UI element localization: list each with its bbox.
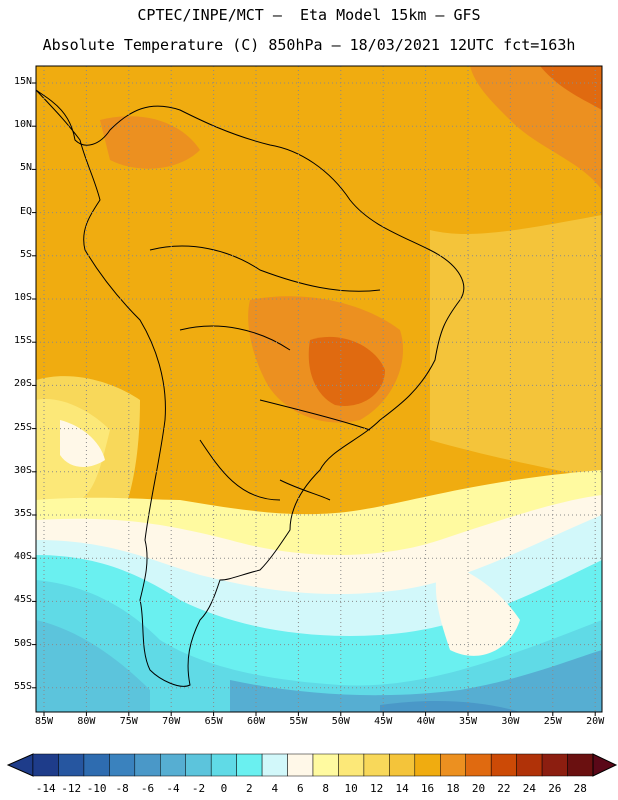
lat-label: EQ — [19, 205, 32, 217]
colorbar-label: -14 — [35, 782, 56, 795]
colorbar-swatch — [160, 753, 186, 777]
lon-label: 55W — [289, 716, 308, 727]
colorbar-label: 26 — [548, 782, 562, 795]
colorbar-label: 24 — [522, 782, 536, 795]
colorbar — [6, 753, 618, 777]
lon-label: 25W — [543, 716, 562, 727]
lat-label: 5S — [19, 248, 32, 260]
colorbar-label: -2 — [191, 782, 206, 795]
colorbar-right-arrow — [592, 753, 618, 777]
lon-label: 70W — [162, 716, 181, 727]
colorbar-label: -6 — [140, 782, 155, 795]
temperature-field — [36, 66, 602, 712]
colorbar-swatch — [414, 753, 441, 777]
colorbar-label: -12 — [61, 782, 82, 795]
lon-label: 80W — [77, 716, 96, 727]
colorbar-swatch — [287, 753, 314, 777]
colorbar-swatch — [261, 753, 288, 777]
lat-label: 45S — [13, 594, 32, 606]
lon-label: 65W — [204, 716, 223, 727]
colorbar-swatch — [312, 753, 339, 777]
colorbar-swatch — [541, 753, 568, 777]
colorbar-swatch — [185, 753, 212, 777]
colorbar-label: 4 — [271, 782, 279, 795]
lon-label: 85W — [34, 716, 54, 727]
lat-label: 35S — [13, 508, 32, 519]
lon-label: 50W — [331, 716, 350, 727]
colorbar-swatch — [490, 753, 517, 777]
colorbar-swatch — [363, 753, 390, 777]
colorbar-label: -8 — [115, 782, 129, 795]
colorbar-label: -4 — [166, 782, 180, 795]
colorbar-left-arrow — [6, 753, 34, 777]
lon-label: 40W — [416, 716, 435, 727]
colorbar-swatch — [440, 753, 466, 777]
colorbar-swatch — [210, 753, 237, 777]
colorbar-swatch — [516, 753, 543, 777]
colorbar-label: 2 — [246, 782, 253, 795]
colorbar-label: -10 — [86, 782, 107, 795]
lat-label: 15S — [13, 335, 32, 347]
lat-label: 10S — [13, 292, 32, 303]
colorbar-label: 12 — [370, 782, 384, 795]
chart-title-line-1: CPTEC/INPE/MCT – Eta Model 15km – GFS — [137, 6, 481, 24]
colorbar-label: 8 — [322, 782, 330, 795]
axis-ticks — [32, 82, 596, 716]
lon-label: 20W — [586, 716, 605, 727]
lon-label: 35W — [458, 716, 478, 727]
lat-label: 55S — [13, 680, 32, 692]
colorbar-swatch — [567, 753, 594, 777]
lon-label: 30W — [501, 716, 520, 727]
colorbar-label: 18 — [446, 782, 460, 795]
colorbar-label: 28 — [573, 782, 587, 795]
colorbar-swatch — [465, 753, 492, 777]
lat-label: 25S — [13, 421, 32, 433]
lat-label: 30S — [13, 464, 32, 476]
map-frame — [35, 65, 603, 713]
lat-label: 20S — [13, 378, 32, 390]
colorbar-label: 6 — [296, 782, 304, 795]
colorbar-swatch — [338, 753, 365, 777]
lon-label: 75W — [119, 716, 138, 727]
colorbar-swatch — [109, 753, 136, 777]
colorbar-swatch — [83, 753, 110, 777]
colorbar-label: 16 — [420, 782, 435, 795]
colorbar-label: 14 — [395, 782, 409, 795]
lat-label: 10N — [13, 119, 32, 131]
colorbar-label: 10 — [344, 782, 358, 795]
lon-label: 45W — [374, 716, 393, 727]
lat-label: 5N — [19, 162, 32, 174]
colorbar-swatch — [32, 753, 59, 777]
colorbar-label: 0 — [220, 782, 228, 795]
colorbar-swatch — [58, 753, 85, 777]
colorbar-label: 20 — [471, 782, 486, 795]
colorbar-swatch — [134, 753, 161, 777]
lon-label: 60W — [246, 716, 266, 727]
colorbar-swatch — [236, 753, 263, 777]
lat-label: 40S — [13, 551, 32, 563]
coastlines — [36, 89, 465, 687]
lat-label: 50S — [13, 637, 32, 649]
chart-title-line-2: Absolute Temperature (C) 850hPa – 18/03/… — [42, 36, 576, 54]
colorbar-swatch — [389, 753, 416, 777]
colorbar-label: 22 — [497, 782, 511, 795]
lat-label: 15N — [13, 76, 32, 87]
